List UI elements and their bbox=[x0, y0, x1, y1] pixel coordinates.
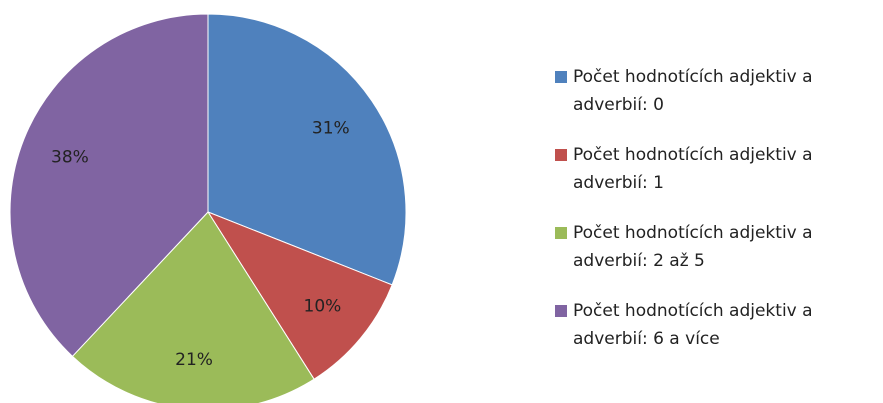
data-label: 38% bbox=[51, 147, 89, 167]
legend-swatch bbox=[555, 149, 567, 161]
legend-label: Počet hodnotících adjektiv a adverbií: 2 … bbox=[573, 223, 813, 271]
legend-label: Počet hodnotících adjektiv a adverbií: 1 bbox=[573, 145, 813, 193]
legend-swatch bbox=[555, 305, 567, 317]
pie-slice bbox=[71, 211, 315, 403]
legend-swatch bbox=[555, 227, 567, 239]
pie-slice bbox=[206, 210, 393, 380]
data-label: 21% bbox=[175, 350, 213, 370]
legend-swatch bbox=[555, 71, 567, 83]
data-label: 31% bbox=[312, 119, 350, 139]
pie-slice bbox=[207, 13, 407, 286]
pie-slice bbox=[9, 13, 209, 358]
legend-label: Počet hodnotících adjektiv a adverbií: 6 … bbox=[573, 301, 813, 349]
legend-label: Počet hodnotících adjektiv a adverbií: 0 bbox=[573, 67, 813, 115]
data-label: 10% bbox=[304, 297, 342, 317]
